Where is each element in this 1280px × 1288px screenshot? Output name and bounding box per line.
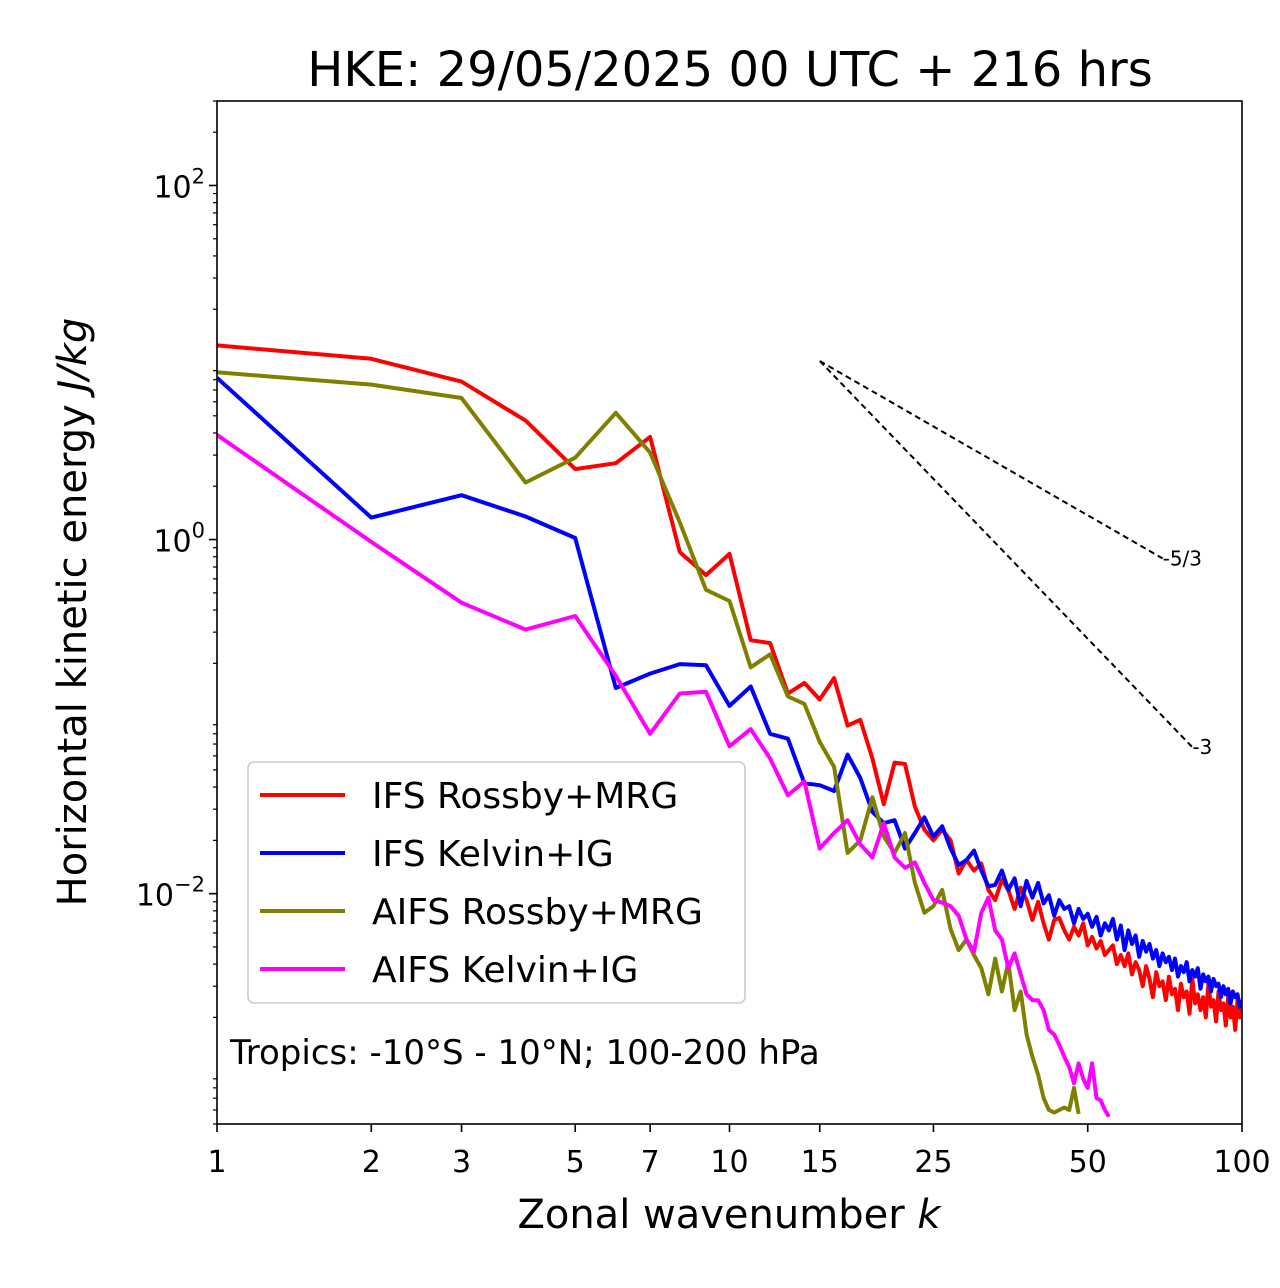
y-tick-label: 100 bbox=[153, 519, 205, 560]
reference-slope-line bbox=[819, 360, 1164, 560]
legend-label: IFS Rossby+MRG bbox=[372, 776, 678, 817]
x-tick-label: 100 bbox=[1213, 1145, 1270, 1180]
x-tick-label: 3 bbox=[452, 1145, 471, 1180]
series-layer bbox=[217, 343, 1242, 1118]
series-line-aifs-rossby-mrg bbox=[217, 370, 1081, 1115]
x-tick-label: 10 bbox=[710, 1145, 748, 1180]
legend-label: AIFS Kelvin+IG bbox=[372, 950, 638, 991]
y-axis-title: Horizontal kinetic energy J/kg bbox=[50, 318, 96, 907]
x-tick-label: 2 bbox=[362, 1145, 381, 1180]
legend-label: IFS Kelvin+IG bbox=[372, 834, 614, 875]
x-tick-label: 15 bbox=[801, 1145, 839, 1180]
reference-slope-label: -5/3 bbox=[1163, 546, 1202, 570]
y-tick-label: 10−2 bbox=[136, 873, 205, 914]
slope-labels: -5/3 -3 bbox=[1163, 546, 1213, 759]
plot-frame bbox=[216, 100, 1243, 1125]
x-tick-label: 25 bbox=[914, 1145, 952, 1180]
legend-box bbox=[247, 761, 746, 1004]
x-ticks: 1 2 3 5 7 10 15 25 50 100 bbox=[207, 1124, 1271, 1180]
series-line-ifs-rossby-mrg bbox=[217, 343, 1242, 1032]
region-annotation: Tropics: -10°S - 10°N; 100-200 hPa bbox=[229, 1033, 820, 1073]
legend: IFS Rossby+MRG IFS Kelvin+IG AIFS Rossby+M… bbox=[247, 761, 746, 1004]
reference-slope-label: -3 bbox=[1192, 735, 1212, 759]
legend-label: AIFS Rossby+MRG bbox=[372, 892, 703, 933]
x-axis-title: Zonal wavenumber k bbox=[517, 1192, 942, 1238]
series-line-ifs-kelvin-ig bbox=[217, 376, 1242, 1009]
y-major-ticks: 102 100 10−2 bbox=[136, 164, 217, 914]
series-line-aifs-kelvin-ig bbox=[217, 433, 1111, 1118]
legend-entries: IFS Rossby+MRG IFS Kelvin+IG AIFS Rossby+M… bbox=[260, 776, 703, 991]
x-tick-label: 50 bbox=[1069, 1145, 1107, 1180]
y-tick-label: 102 bbox=[153, 164, 205, 205]
reference-slopes bbox=[819, 360, 1194, 748]
chart-title: HKE: 29/05/2025 00 UTC + 216 hrs bbox=[307, 42, 1153, 98]
x-tick-label: 1 bbox=[207, 1145, 226, 1180]
x-tick-label: 5 bbox=[566, 1145, 585, 1180]
x-tick-label: 7 bbox=[641, 1145, 660, 1180]
